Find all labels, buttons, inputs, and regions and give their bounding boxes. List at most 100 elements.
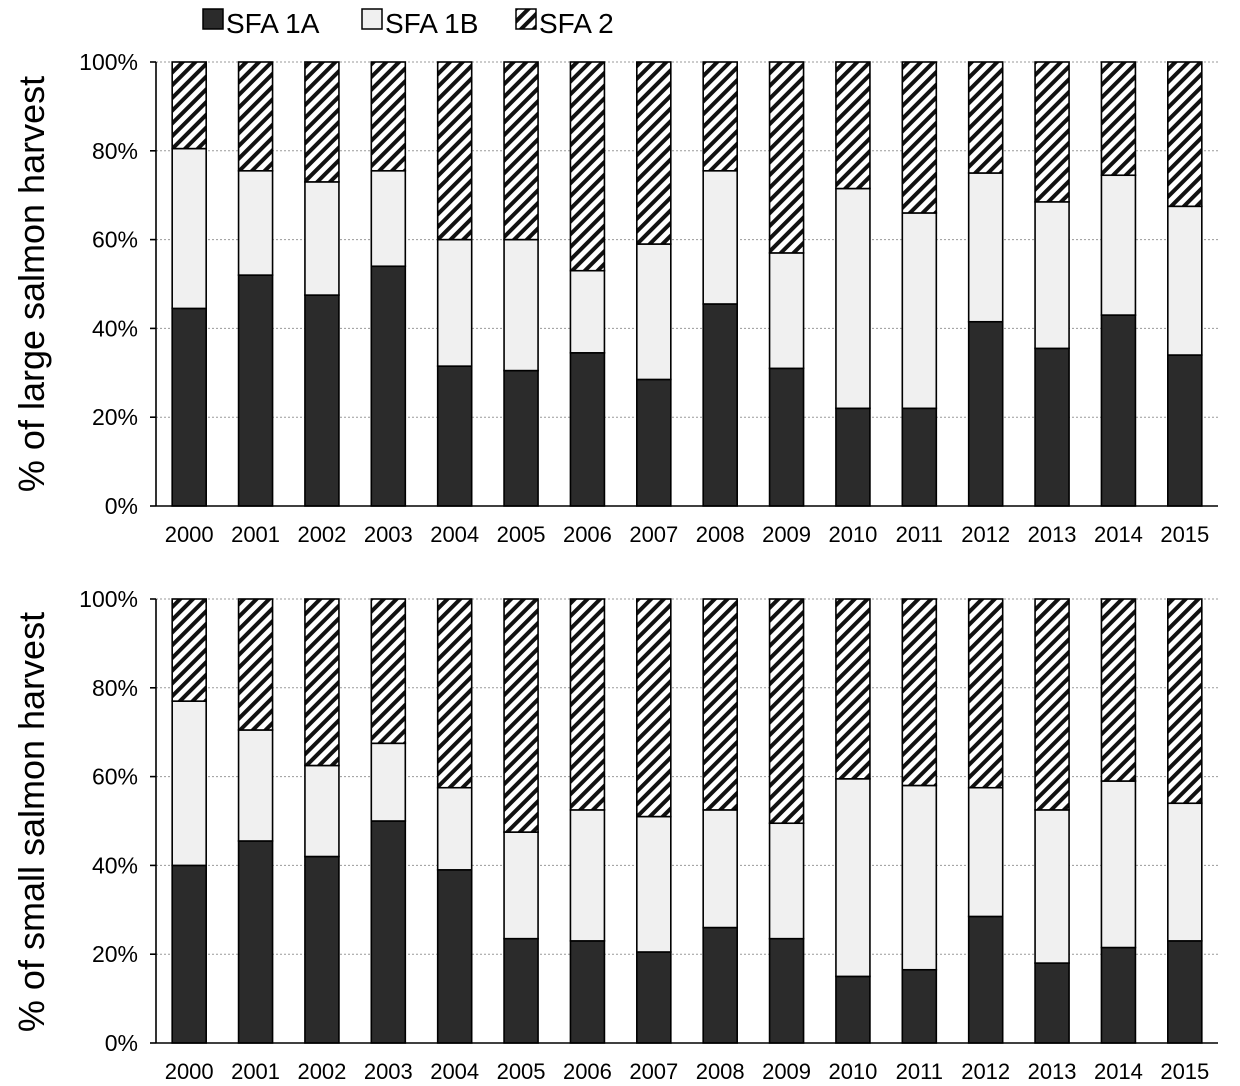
bar-segment-sfa-1b <box>967 786 1004 918</box>
x-tick-label: 2004 <box>430 522 479 547</box>
bar-segment-sfa-1b <box>237 169 274 276</box>
legend-swatch-sfa-1b <box>361 8 383 30</box>
y-axis-label-small-salmon: % of small salmon harvest <box>11 612 52 1032</box>
bar-segment-sfa-2 <box>636 598 672 818</box>
bar-segment-sfa-1b <box>768 822 805 940</box>
bar-segment-sfa-2 <box>702 61 738 172</box>
x-tick-label: 2011 <box>896 1059 943 1084</box>
bar-segment-sfa-2 <box>768 61 805 254</box>
bar-segment-sfa-1b <box>1034 201 1070 350</box>
legend-swatch-sfa-2 <box>515 8 537 30</box>
bar-segment-sfa-1b <box>569 809 606 942</box>
bar-segment-sfa-2 <box>967 598 1004 789</box>
bar-segment-sfa-1b <box>1167 802 1203 942</box>
y-tick-label: 100% <box>79 49 138 75</box>
x-tick-label: 2009 <box>762 522 811 547</box>
x-tick-label: 2005 <box>497 522 546 547</box>
x-tick-label: 2012 <box>961 522 1010 547</box>
y-tick-label: 40% <box>92 315 138 341</box>
x-tick-label: 2003 <box>364 522 413 547</box>
bar-segment-sfa-2 <box>702 598 738 811</box>
x-tick-label: 2000 <box>165 1059 214 1084</box>
bar-segment-sfa-2 <box>768 598 805 825</box>
y-tick-label: 60% <box>92 764 138 790</box>
bar-segment-sfa-2 <box>370 598 407 745</box>
bar-segment-sfa-1b <box>1100 174 1137 316</box>
x-tick-label: 2009 <box>762 1059 811 1084</box>
bar-segment-sfa-1b <box>768 252 805 370</box>
bar-segment-sfa-1a <box>1167 354 1203 507</box>
bar-segment-sfa-1a <box>768 367 805 507</box>
bar-segment-sfa-1a <box>1100 946 1137 1044</box>
bar-segment-sfa-1a <box>237 274 274 507</box>
bar-segment-sfa-1a <box>702 303 738 507</box>
bar-segment-sfa-1b <box>503 831 539 940</box>
bar-segment-sfa-1a <box>1034 347 1070 507</box>
x-tick-label: 2007 <box>629 1059 678 1084</box>
y-tick-label: 80% <box>92 675 138 701</box>
bar-segment-sfa-1b <box>569 269 606 354</box>
x-tick-label: 2006 <box>563 1059 612 1084</box>
bar-segment-sfa-1b <box>436 786 473 871</box>
bar-segment-sfa-1a <box>835 407 871 507</box>
x-tick-label: 2005 <box>497 1059 546 1084</box>
y-tick-label: 40% <box>92 852 138 878</box>
x-tick-label: 2003 <box>364 1059 413 1084</box>
x-tick-label: 2011 <box>896 522 943 547</box>
bar-segment-sfa-1a <box>370 820 407 1044</box>
bar-segment-sfa-1b <box>1100 780 1137 949</box>
bar-segment-sfa-2 <box>503 61 539 241</box>
bar-segment-sfa-1b <box>835 187 871 410</box>
x-tick-label: 2013 <box>1028 522 1077 547</box>
legend-item-sfa-1b: SFA 1B <box>361 8 478 39</box>
x-tick-label: 2013 <box>1028 1059 1077 1084</box>
bar-segment-sfa-1a <box>569 352 606 507</box>
bar-segment-sfa-2 <box>901 61 938 214</box>
bar-segment-sfa-1b <box>1034 809 1070 964</box>
x-tick-label: 2001 <box>231 1059 280 1084</box>
bar-segment-sfa-1a <box>1100 314 1137 507</box>
bar-segment-sfa-1a <box>768 937 805 1044</box>
bar-segment-sfa-1b <box>1167 205 1203 356</box>
bar-segment-sfa-2 <box>304 61 340 183</box>
x-tick-label: 2015 <box>1160 1059 1209 1084</box>
bar-segment-sfa-2 <box>436 61 473 241</box>
x-tick-label: 2002 <box>297 1059 346 1084</box>
chart-small-salmon: % of small salmon harvest 0% 20% 40% 60% 80%… <box>11 586 1218 1084</box>
bar-segment-sfa-2 <box>503 598 539 833</box>
bar-segment-sfa-1a <box>171 864 207 1044</box>
bar-segment-sfa-2 <box>370 61 407 172</box>
bar-segment-sfa-2 <box>436 598 473 789</box>
bar-segment-sfa-2 <box>1100 598 1137 782</box>
bar-segment-sfa-1a <box>901 968 938 1044</box>
x-tick-label: 2010 <box>828 522 877 547</box>
x-tick-label: 2007 <box>629 522 678 547</box>
bar-segment-sfa-1a <box>901 407 938 507</box>
legend-item-sfa-1a: SFA 1A <box>202 8 320 39</box>
y-tick-label: 80% <box>92 138 138 164</box>
bar-segment-sfa-2 <box>171 598 207 702</box>
bar-segment-sfa-1b <box>370 169 407 268</box>
bar-segment-sfa-1b <box>636 243 672 381</box>
x-tick-label: 2015 <box>1160 522 1209 547</box>
x-tick-label: 2000 <box>165 522 214 547</box>
bar-segment-sfa-1a <box>702 926 738 1044</box>
y-tick-label: 20% <box>92 404 138 430</box>
bar-segment-sfa-1b <box>702 169 738 305</box>
bar-segment-sfa-1a <box>436 869 473 1044</box>
bar-segment-sfa-1a <box>1167 940 1203 1044</box>
bar-segment-sfa-1a <box>636 951 672 1044</box>
bar-segment-sfa-1b <box>835 778 871 978</box>
y-tick-label: 0% <box>105 493 138 519</box>
y-tick-label: 60% <box>92 227 138 253</box>
bar-segment-sfa-1b <box>702 809 738 929</box>
bar-segment-sfa-1a <box>503 937 539 1044</box>
x-tick-label: 2014 <box>1094 1059 1143 1084</box>
bar-segment-sfa-2 <box>901 598 938 787</box>
x-tick-label: 2008 <box>696 1059 745 1084</box>
y-tick-label: 20% <box>92 941 138 967</box>
bar-segment-sfa-1a <box>503 369 539 507</box>
y-tick-label: 100% <box>79 586 138 612</box>
